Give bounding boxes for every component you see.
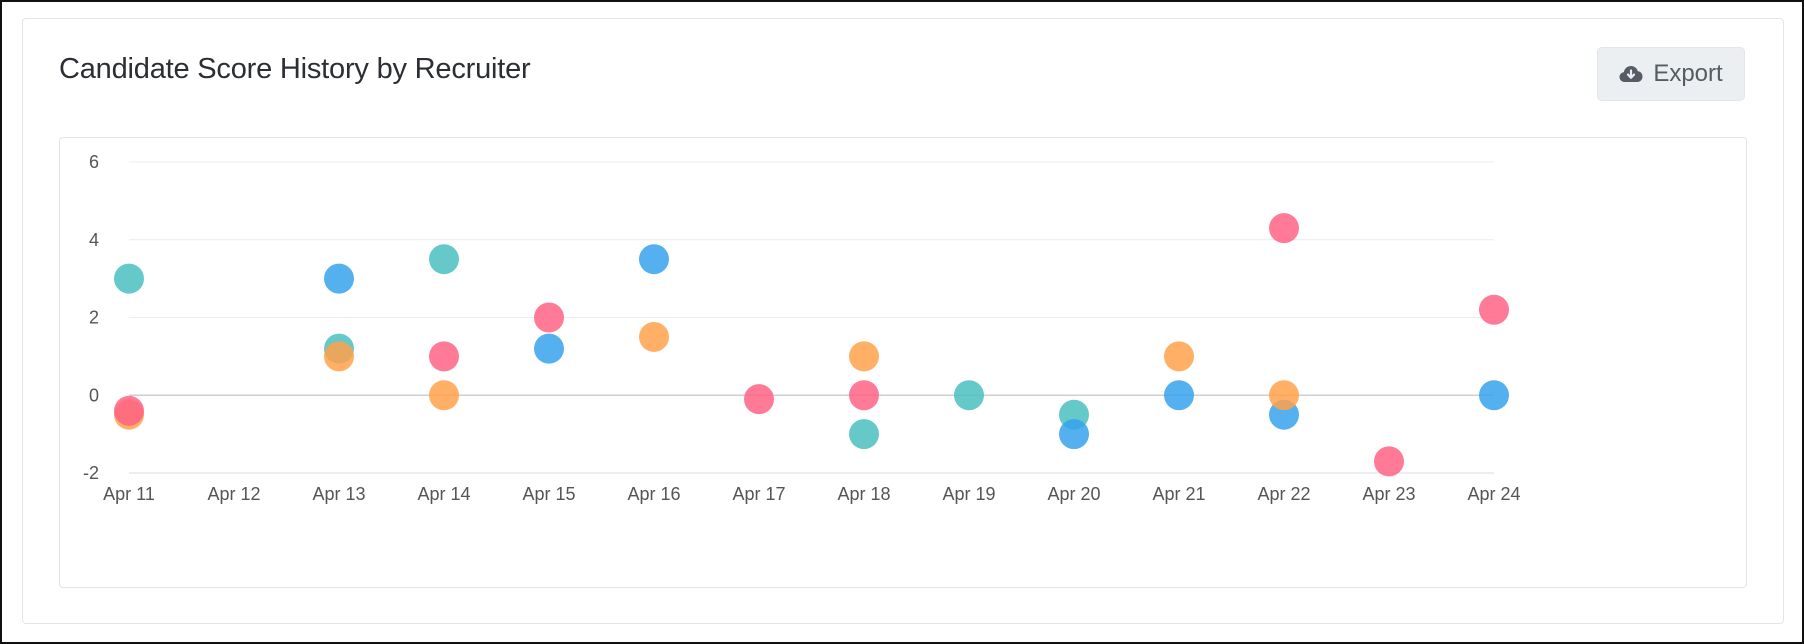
- data-point: [744, 384, 774, 415]
- x-tick-label: Apr 22: [1257, 484, 1310, 504]
- card-title: Candidate Score History by Recruiter: [59, 53, 531, 85]
- chart-area: 6 4 2 0 -2 Apr 11 Apr 12 Apr 13 Apr 14 Apr 15 Apr …: [59, 137, 1747, 588]
- y-tick-label: 4: [89, 230, 99, 250]
- data-point: [534, 302, 564, 333]
- x-tick-label: Apr 19: [942, 484, 995, 504]
- y-tick-label: 0: [89, 385, 99, 405]
- data-point: [1269, 380, 1299, 411]
- x-tick-label: Apr 11: [103, 484, 155, 504]
- data-point: [639, 244, 669, 275]
- data-point: [1374, 446, 1404, 477]
- x-tick-label: Apr 14: [417, 484, 470, 504]
- data-point: [1269, 213, 1299, 244]
- data-point: [639, 321, 669, 352]
- export-button[interactable]: Export: [1597, 47, 1745, 101]
- x-tick-label: Apr 17: [732, 484, 785, 504]
- x-tick-label: Apr 16: [627, 484, 680, 504]
- data-point: [1059, 419, 1089, 450]
- chart-card: Candidate Score History by Recruiter Exp…: [22, 18, 1784, 624]
- data-point: [324, 263, 354, 294]
- data-point: [1479, 294, 1509, 325]
- data-point: [849, 341, 879, 372]
- data-point: [429, 244, 459, 275]
- y-tick-label: 6: [89, 152, 99, 172]
- x-tick-label: Apr 12: [207, 484, 260, 504]
- y-tick-label: 2: [89, 308, 99, 328]
- data-point: [849, 419, 879, 450]
- x-tick-label: Apr 24: [1467, 484, 1520, 504]
- x-tick-label: Apr 13: [312, 484, 365, 504]
- data-point: [849, 380, 879, 411]
- data-point: [429, 341, 459, 372]
- x-tick-label: Apr 18: [837, 484, 890, 504]
- data-point: [114, 263, 144, 294]
- data-point: [114, 395, 144, 426]
- x-tick-label: Apr 23: [1362, 484, 1415, 504]
- data-point: [1164, 341, 1194, 372]
- x-tick-label: Apr 20: [1047, 484, 1100, 504]
- data-point: [1479, 380, 1509, 411]
- x-tick-label: Apr 15: [522, 484, 575, 504]
- y-tick-label: -2: [83, 463, 99, 483]
- export-label: Export: [1653, 60, 1723, 87]
- x-tick-label: Apr 21: [1152, 484, 1205, 504]
- data-point: [954, 380, 984, 411]
- cloud-download-icon: [1619, 65, 1643, 83]
- data-point: [534, 333, 564, 364]
- data-point: [1164, 380, 1194, 411]
- data-point: [324, 341, 354, 372]
- data-point: [429, 380, 459, 411]
